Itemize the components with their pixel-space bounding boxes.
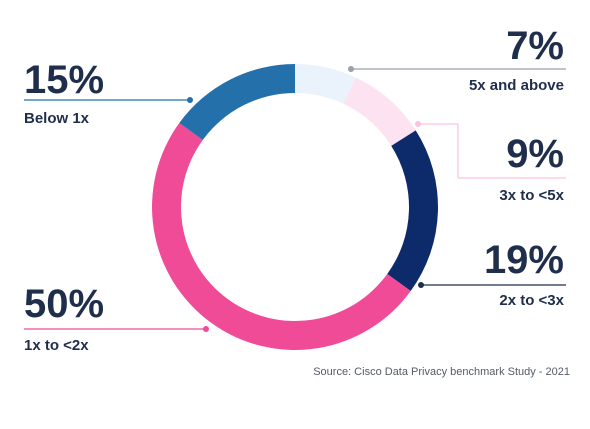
source-note: Source: Cisco Data Privacy benchmark Stu… <box>313 366 570 378</box>
donut-slice <box>179 64 295 140</box>
donut-slice <box>152 122 411 350</box>
leader-dot <box>187 97 193 103</box>
donut-slice <box>295 64 356 104</box>
slice-value-label: 50% <box>24 282 105 326</box>
slice-category-label: 3x to <5x <box>499 187 564 204</box>
leader-dot <box>203 326 209 332</box>
slice-category-label: 5x and above <box>468 77 564 94</box>
leader-dot <box>415 121 421 127</box>
slice-value-label: 15% <box>24 58 105 102</box>
donut-slice <box>343 77 416 146</box>
slice-category-label: 2x to <3x <box>499 292 564 309</box>
leader-dot <box>348 66 354 72</box>
slice-value-label: 7% <box>506 24 564 68</box>
slice-category-label: Below 1x <box>24 110 90 127</box>
leader-line <box>418 123 566 179</box>
slice-category-label: 1x to <2x <box>24 337 89 354</box>
slice-value-label: 19% <box>483 238 564 282</box>
slice-value-label: 9% <box>506 132 564 176</box>
leader-dot <box>418 282 424 288</box>
donut-slice <box>387 130 438 292</box>
